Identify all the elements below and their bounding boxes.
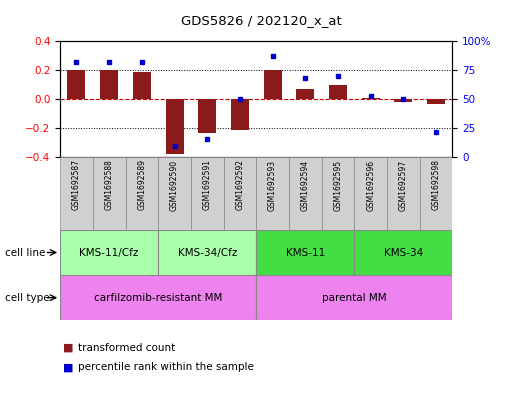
Text: GSM1692589: GSM1692589: [138, 160, 146, 210]
Bar: [256, 230, 355, 275]
Text: GSM1692587: GSM1692587: [72, 160, 81, 210]
Bar: [67, 70, 85, 99]
Text: GSM1692594: GSM1692594: [301, 160, 310, 211]
Bar: [256, 275, 452, 320]
Text: KMS-11/Cfz: KMS-11/Cfz: [79, 248, 139, 257]
Bar: [264, 70, 281, 99]
Bar: [355, 230, 452, 275]
Text: GSM1692598: GSM1692598: [431, 160, 440, 210]
Text: KMS-34: KMS-34: [384, 248, 423, 257]
Text: ■: ■: [63, 362, 73, 373]
Bar: [60, 275, 256, 320]
Bar: [256, 157, 289, 230]
Text: transformed count: transformed count: [78, 343, 176, 353]
Bar: [166, 99, 184, 154]
Text: GSM1692593: GSM1692593: [268, 160, 277, 211]
Bar: [289, 157, 322, 230]
Bar: [60, 230, 158, 275]
Bar: [158, 157, 191, 230]
Text: parental MM: parental MM: [322, 293, 386, 303]
Bar: [93, 157, 126, 230]
Bar: [224, 157, 256, 230]
Text: KMS-11: KMS-11: [286, 248, 325, 257]
Text: GSM1692588: GSM1692588: [105, 160, 113, 210]
Bar: [158, 230, 256, 275]
Bar: [133, 72, 151, 99]
Bar: [60, 157, 93, 230]
Text: GSM1692596: GSM1692596: [366, 160, 375, 211]
Text: GSM1692590: GSM1692590: [170, 160, 179, 211]
Bar: [362, 98, 380, 99]
Text: cell type: cell type: [5, 293, 50, 303]
Bar: [427, 99, 445, 104]
Bar: [191, 157, 224, 230]
Text: cell line: cell line: [5, 248, 46, 257]
Text: GSM1692597: GSM1692597: [399, 160, 408, 211]
Text: GSM1692591: GSM1692591: [203, 160, 212, 210]
Bar: [355, 157, 387, 230]
Text: percentile rank within the sample: percentile rank within the sample: [78, 362, 254, 373]
Bar: [100, 70, 118, 99]
Bar: [198, 99, 216, 132]
Text: GSM1692592: GSM1692592: [235, 160, 244, 210]
Bar: [419, 157, 452, 230]
Text: GSM1692595: GSM1692595: [334, 160, 343, 211]
Bar: [126, 157, 158, 230]
Bar: [231, 99, 249, 130]
Bar: [387, 157, 419, 230]
Bar: [322, 157, 355, 230]
Text: ■: ■: [63, 343, 73, 353]
Bar: [329, 85, 347, 99]
Bar: [297, 89, 314, 99]
Bar: [394, 99, 412, 102]
Text: carfilzomib-resistant MM: carfilzomib-resistant MM: [94, 293, 222, 303]
Text: GDS5826 / 202120_x_at: GDS5826 / 202120_x_at: [181, 14, 342, 27]
Text: KMS-34/Cfz: KMS-34/Cfz: [177, 248, 237, 257]
